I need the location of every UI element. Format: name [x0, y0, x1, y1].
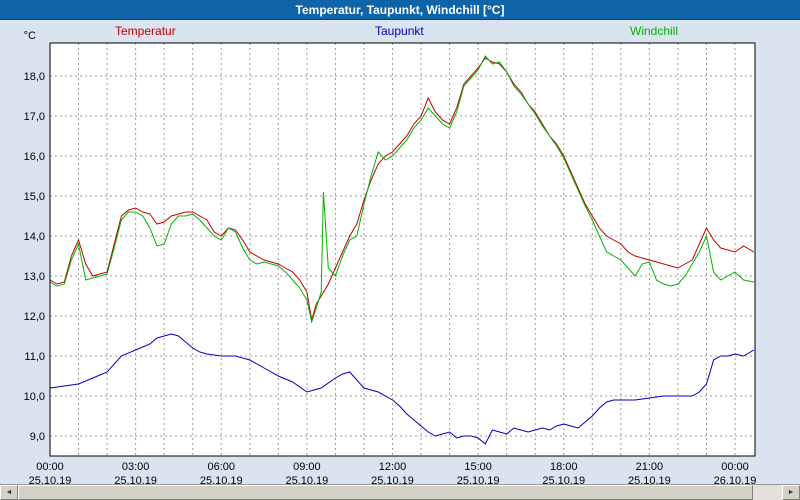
x-tick-date: 25.10.19 — [457, 475, 500, 485]
legend-temperatur: Temperatur — [115, 24, 176, 38]
scrollbar-track[interactable] — [18, 485, 782, 500]
scrollbar-thumb[interactable] — [18, 485, 754, 500]
y-tick-label: 10,0 — [24, 391, 45, 403]
series-line-windchill — [49, 55, 754, 324]
x-tick-date: 25.10.19 — [285, 475, 328, 485]
x-tick-date: 25.10.19 — [200, 475, 243, 485]
x-tick-time: 00:00 — [721, 461, 749, 473]
y-tick-label: 9,0 — [30, 431, 45, 443]
x-tick-time: 12:00 — [379, 461, 407, 473]
y-tick-label: 18,0 — [24, 71, 45, 83]
x-tick-time: 06:00 — [207, 461, 235, 473]
series-line-taupunkt — [49, 333, 755, 445]
x-tick-time: 15:00 — [464, 461, 492, 473]
y-axis-unit: °C — [24, 30, 36, 42]
y-tick-label: 13,0 — [24, 271, 45, 283]
legend-taupunkt: Taupunkt — [375, 24, 424, 38]
x-tick-date: 26.10.19 — [714, 475, 757, 485]
legend-windchill: Windchill — [630, 24, 679, 38]
y-tick-label: 14,0 — [24, 231, 45, 243]
horizontal-scrollbar[interactable]: ◄ ► — [0, 484, 800, 500]
line-chart: 9,0 10,0 11,0 12,0 13,0 14,0 15,0 16,0 17,0 18,0 °… — [24, 30, 757, 485]
x-tick-time: 09:00 — [293, 461, 321, 473]
x-tick-date: 25.10.19 — [628, 475, 671, 485]
x-tick-date: 25.10.19 — [371, 475, 414, 485]
x-tick-date: 25.10.19 — [29, 475, 72, 485]
series-line-temperatur — [49, 57, 755, 321]
y-tick-label: 15,0 — [24, 191, 45, 203]
x-tick-time: 18:00 — [550, 461, 578, 473]
y-tick-label: 12,0 — [24, 311, 45, 323]
y-tick-label: 11,0 — [24, 351, 45, 363]
x-tick-date: 25.10.19 — [114, 475, 157, 485]
scroll-right-button[interactable]: ► — [782, 485, 800, 500]
chart-area: Temperatur Taupunkt Windchill 9,0 10,0 11,… — [0, 20, 800, 500]
y-tick-label: 16,0 — [24, 151, 45, 163]
chart-legend: Temperatur Taupunkt Windchill — [0, 24, 800, 40]
plot-background — [50, 43, 755, 456]
window-title: Temperatur, Taupunkt, Windchill [°C] — [0, 0, 800, 20]
scroll-left-button[interactable]: ◄ — [0, 485, 18, 500]
x-tick-time: 21:00 — [636, 461, 664, 473]
x-tick-date: 25.10.19 — [542, 475, 585, 485]
x-tick-time: 03:00 — [122, 461, 150, 473]
x-tick-time: 00:00 — [36, 461, 64, 473]
plot-border — [49, 42, 756, 457]
y-tick-label: 17,0 — [24, 111, 45, 123]
